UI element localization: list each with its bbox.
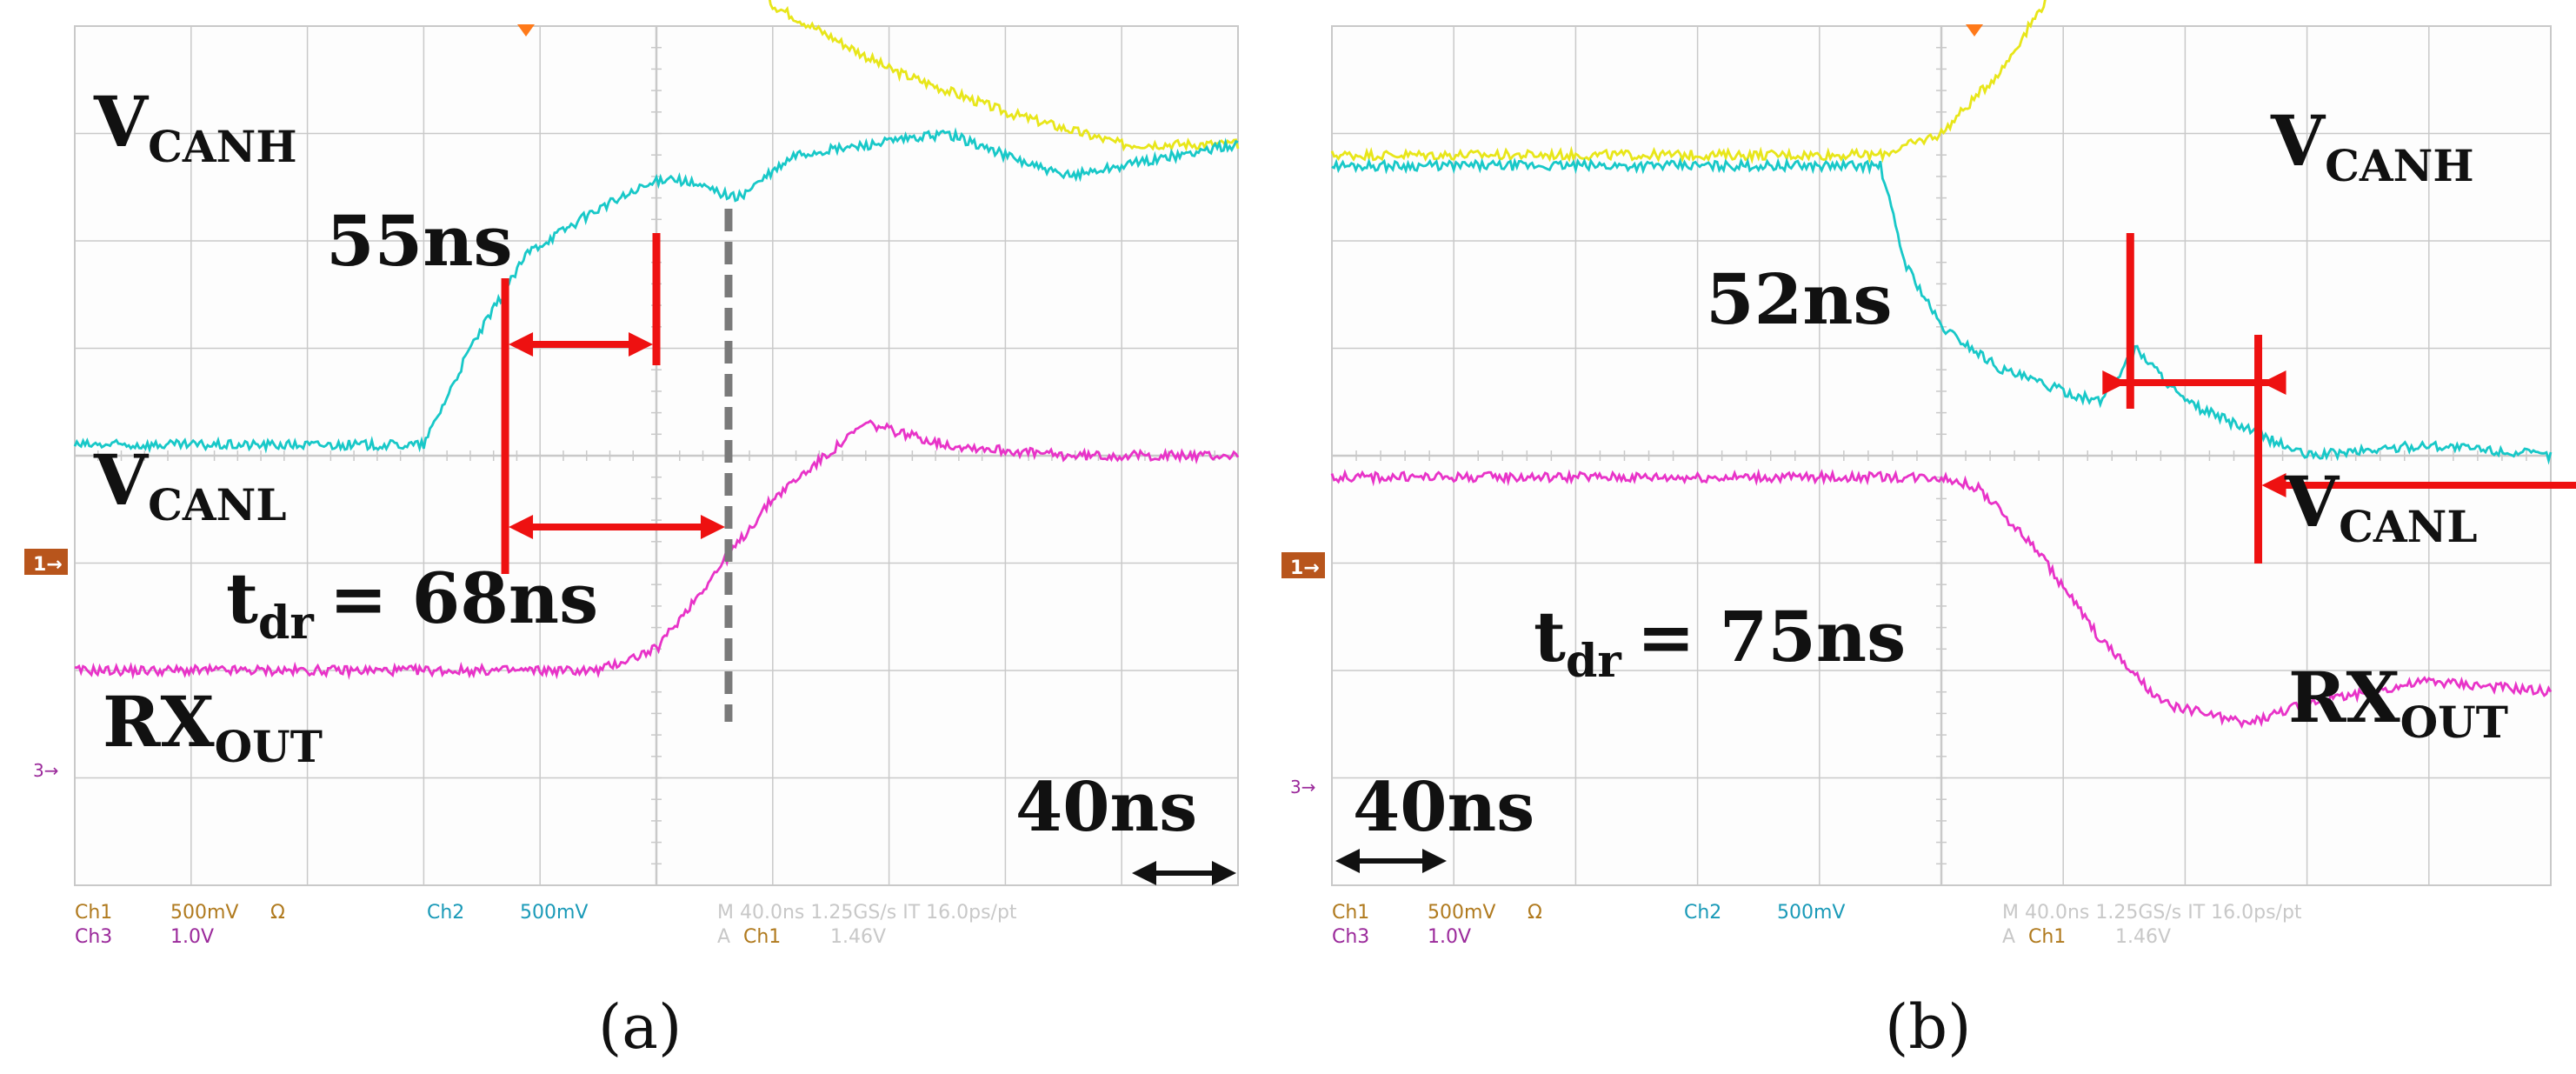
trace-vcanl-a (73, 127, 1239, 454)
readout-timebase-b: M 40.0ns 1.25GS/s IT 16.0ps/pt (2002, 902, 2302, 924)
readout-trigger-ch-b: Ch1 (2028, 926, 2066, 948)
readout-ch1-coupling-b: Ω (1528, 902, 1542, 924)
trigger-marker-a (517, 24, 535, 37)
trace-rxout-a (74, 419, 1240, 680)
short-delay-arrow-b-head-left (2261, 370, 2286, 395)
td-label-a: tdr = 68ns (226, 557, 598, 650)
timescale-arrow-a-head-left (1132, 861, 1156, 885)
readout-trigger-b: A (2002, 926, 2015, 948)
label-vcanh-a: VCANH (93, 81, 297, 172)
label-rxout-a: RXOUT (103, 681, 323, 772)
short-delay-label-b: 52ns (1706, 258, 1893, 340)
readout-ch3-b: Ch3 (1332, 926, 1369, 948)
ch3-marker-label-b: 3→ (1290, 777, 1315, 797)
readout-ch1-scale-b: 500mV (1428, 902, 1495, 924)
label-vcanh-b: VCANH (2270, 100, 2474, 191)
readout-ch2-scale-b: 500mV (1777, 902, 1845, 924)
readout-ch1-scale-a: 500mV (170, 902, 238, 924)
timescale-label-a: 40ns (1015, 768, 1197, 847)
timescale-arrow-b-head-left (1335, 849, 1360, 873)
readout-trigger-ch-a: Ch1 (743, 926, 781, 948)
short-delay-arrow-a-head-left (509, 332, 534, 357)
timescale-label-b: 40ns (1353, 768, 1534, 847)
trace-vcanh-a (768, 0, 1240, 152)
ch1-marker-b (1281, 552, 1325, 578)
readout-ch2-b: Ch2 (1684, 902, 1721, 924)
readout-ch2-scale-a: 500mV (520, 902, 588, 924)
short-delay-arrow-a-head-right (629, 332, 653, 357)
td-label-b: tdr = 75ns (1534, 596, 1906, 688)
ch1-marker-label-a: 1→ (33, 554, 63, 576)
caption-a: (a) (598, 991, 682, 1063)
trace-vcanl-b (1331, 157, 2553, 465)
timescale-arrow-a-head-right (1212, 861, 1236, 885)
ch1-marker-a (24, 549, 68, 575)
trigger-marker-b (1966, 24, 1983, 37)
readout-ch2-a: Ch2 (427, 902, 464, 924)
td-arrow-a-head-right (700, 515, 725, 539)
timescale-arrow-b-head-right (1422, 849, 1447, 873)
caption-b: (b) (1885, 991, 1972, 1063)
readout-ch3-a: Ch3 (75, 926, 112, 948)
short-delay-label-a: 55ns (326, 200, 513, 282)
trace-rxout-b (1330, 468, 2553, 730)
readout-trigger-level-b: 1.46V (2115, 926, 2171, 948)
readout-ch1-coupling-a: Ω (270, 902, 285, 924)
readout-trigger-a: A (717, 926, 730, 948)
trace-vcanh-b (1330, 0, 2047, 164)
label-rxout-b: RXOUT (2288, 657, 2508, 748)
label-vcanl-b: VCANL (2284, 461, 2478, 552)
readout-ch3-scale-b: 1.0V (1428, 926, 1471, 948)
td-arrow-a-head-left (509, 515, 534, 539)
readout-timebase-a: M 40.0ns 1.25GS/s IT 16.0ps/pt (717, 902, 1017, 924)
readout-ch1-a: Ch1 (75, 902, 112, 924)
readout-trigger-level-a: 1.46V (830, 926, 886, 948)
ch1-marker-label-b: 1→ (1290, 557, 1320, 579)
td-arrow-b-head-left (2261, 473, 2286, 497)
label-vcanl-a: VCANL (93, 439, 287, 530)
readout-ch1-b: Ch1 (1332, 902, 1369, 924)
ch3-marker-label-a: 3→ (33, 760, 58, 781)
short-delay-arrow-b-head-right (2102, 370, 2127, 395)
readout-ch3-scale-a: 1.0V (170, 926, 214, 948)
